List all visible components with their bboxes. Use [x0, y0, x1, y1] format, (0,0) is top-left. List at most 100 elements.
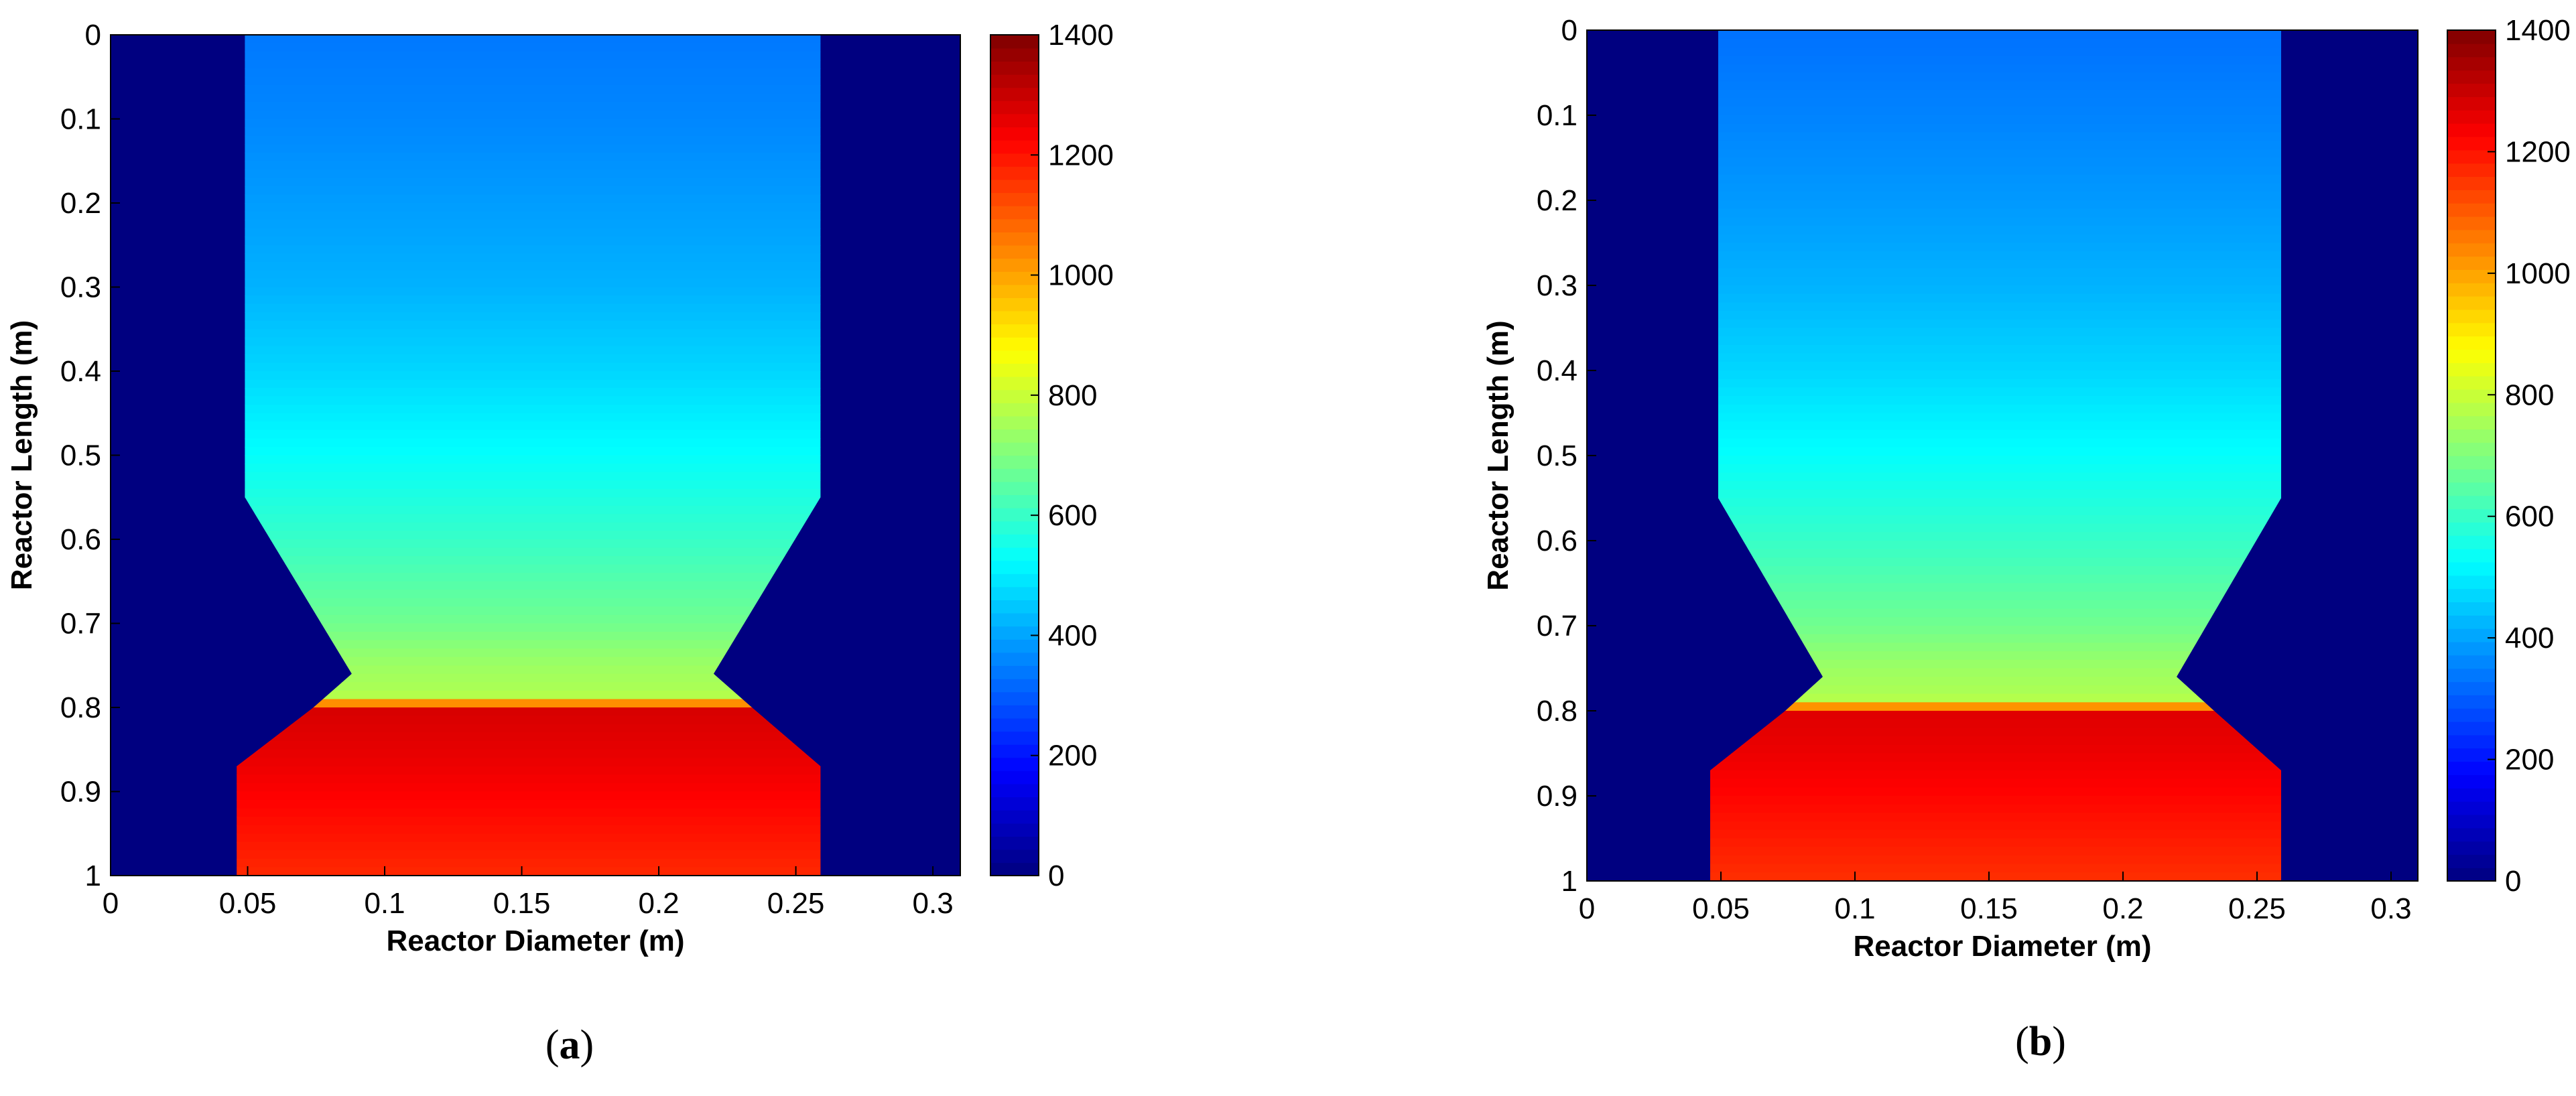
colorbar-segment: [2447, 43, 2496, 58]
temperature-band: [237, 261, 821, 271]
temperature-band: [237, 808, 821, 817]
colorbar-segment: [2447, 83, 2496, 97]
colorbar-tick-label: 200: [1048, 740, 1097, 772]
colorbar-segment: [2447, 349, 2496, 363]
temperature-band: [1710, 600, 2281, 610]
colorbar-segment: [990, 350, 1039, 364]
temperature-band: [1710, 107, 2281, 116]
colorbar-segment: [990, 521, 1039, 535]
temperature-band: [237, 43, 821, 52]
colorbar-segment: [990, 455, 1039, 469]
y-tick-label: 0.2: [1537, 184, 1577, 217]
x-tick-label: 0.1: [364, 887, 405, 920]
temperature-band: [1710, 693, 2281, 703]
temperature-band: [1710, 421, 2281, 431]
temperature-band: [1710, 659, 2281, 669]
colorbar-segment: [2447, 482, 2496, 496]
colorbar-segment: [2447, 655, 2496, 669]
temperature-band: [1710, 353, 2281, 363]
temperature-band: [237, 362, 821, 372]
x-tick-label: 0: [1579, 892, 1595, 925]
colorbar-segment: [990, 534, 1039, 548]
temperature-band: [237, 135, 821, 145]
temperature-band: [237, 598, 821, 608]
temperature-band: [1710, 362, 2281, 371]
axes-frame: [1586, 29, 2419, 882]
x-tick-label: 0.2: [2102, 892, 2143, 925]
colorbar-segment: [990, 271, 1039, 285]
temperature-band: [237, 178, 821, 187]
temperature-band: [237, 850, 821, 860]
temperature-band: [1710, 481, 2281, 490]
colorbar-segment: [990, 560, 1039, 574]
colorbar-segment: [990, 232, 1039, 246]
temperature-band: [1710, 98, 2281, 108]
colorbar-segment: [2447, 495, 2496, 510]
colorbar-frame: [990, 34, 1039, 876]
temperature-band: [237, 682, 821, 691]
y-tick-label: 0.8: [1537, 695, 1577, 728]
temperature-band: [237, 581, 821, 591]
y-tick-label: 0.4: [60, 355, 101, 388]
colorbar-segment: [2447, 548, 2496, 563]
temperature-band: [237, 76, 821, 86]
temperature-band: [1710, 192, 2281, 201]
temperature-band: [237, 447, 821, 456]
colorbar-segment: [2447, 149, 2496, 164]
temperature-band: [1710, 736, 2281, 746]
temperature-band: [1710, 677, 2281, 686]
temperature-band: [1710, 72, 2281, 82]
temperature-band: [237, 640, 821, 649]
temperature-band: [237, 245, 821, 255]
colorbar-segment: [2447, 721, 2496, 736]
temperature-band: [237, 194, 821, 204]
y-tick-label: 0: [1561, 14, 1577, 47]
panel-caption: (b): [2015, 1019, 2066, 1065]
temperature-band: [237, 590, 821, 599]
temperature-field: [1710, 30, 2281, 881]
colorbar-segment: [2447, 243, 2496, 257]
colorbar-segment: [2447, 123, 2496, 137]
temperature-band: [1710, 829, 2281, 839]
colorbar-frame: [2447, 29, 2496, 882]
colorbar-segment: [2447, 588, 2496, 602]
temperature-band: [237, 480, 821, 490]
temperature-band: [1710, 379, 2281, 389]
colorbar-tick-label: 600: [2505, 500, 2554, 533]
temperature-band: [237, 673, 821, 683]
x-tick-label: 0.3: [913, 887, 954, 920]
temperature-field: [237, 35, 821, 876]
temperature-band: [237, 623, 821, 632]
temperature-band: [237, 186, 821, 196]
temperature-band: [237, 724, 821, 734]
temperature-band: [237, 429, 821, 439]
colorbar-segment: [2447, 429, 2496, 443]
colorbar-segment: [2447, 708, 2496, 722]
colorbar-segment: [2447, 508, 2496, 523]
temperature-band: [237, 766, 821, 776]
temperature-band: [237, 68, 821, 78]
colorbar-segment: [990, 87, 1039, 101]
temperature-band: [1710, 456, 2281, 465]
colorbar-segment: [990, 849, 1039, 864]
x-tick-label: 0.25: [767, 887, 825, 920]
temperature-band: [237, 421, 821, 431]
colorbar-segment: [2447, 854, 2496, 868]
temperature-band: [1710, 702, 2281, 711]
colorbar-segment: [990, 415, 1039, 430]
temperature-band: [1710, 626, 2281, 635]
x-tick-label: 0.15: [1960, 892, 2018, 925]
temperature-band: [237, 346, 821, 355]
colorbar-segment: [2447, 522, 2496, 536]
colorbar-segment: [990, 836, 1039, 850]
temperature-band: [1710, 226, 2281, 235]
x-tick-label: 0.2: [638, 887, 679, 920]
colorbar-segment: [990, 48, 1039, 62]
y-axis-label: Reactor Length (m): [1482, 320, 1515, 590]
temperature-band: [237, 169, 821, 179]
colorbar-segment: [990, 363, 1039, 377]
colorbar-segment: [990, 429, 1039, 443]
temperature-band: [237, 161, 821, 170]
colorbar-segment: [990, 205, 1039, 220]
colorbar-segment: [990, 626, 1039, 640]
